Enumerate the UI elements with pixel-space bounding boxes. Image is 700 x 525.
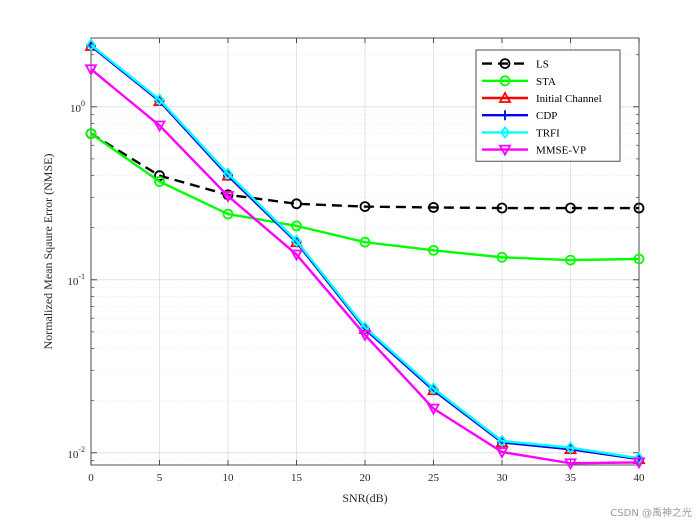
y-axis-label: Normalized Mean Sqaure Error (NMSE): [41, 154, 55, 350]
legend-entry: LS: [482, 58, 549, 71]
x-tick-label: 5: [157, 472, 163, 484]
data-point: [496, 434, 508, 448]
series-layer: [84, 38, 646, 471]
data-point: [289, 249, 304, 262]
watermark-text: CSDN @禹神之光: [610, 508, 692, 519]
data-point: [152, 120, 167, 133]
legend-marker: [498, 91, 512, 103]
data-point: [291, 220, 302, 232]
data-point: [565, 202, 576, 214]
series-line: [90, 132, 640, 262]
legend-label: MMSE-VP: [536, 145, 586, 157]
x-tick-label: 40: [634, 472, 646, 484]
legend: LS STA Initial Channel CDP TRFI MMSE-VP: [475, 49, 621, 162]
series-trfi: [85, 38, 645, 465]
data-point: [565, 254, 576, 266]
legend-marker: [499, 125, 511, 139]
x-tick-label: 25: [428, 472, 440, 484]
data-point: [221, 191, 235, 203]
legend-marker: [500, 110, 510, 121]
axis-ticks: 0 5 10 15 20 25 30 35 40 10-2 10-1 100: [67, 38, 645, 484]
legend-label: TRFI: [536, 127, 560, 139]
data-point: [496, 251, 508, 263]
data-point: [496, 202, 508, 214]
x-tick-label: 30: [497, 472, 509, 484]
legend-marker: [498, 144, 512, 157]
legend-entry: MMSE-VP: [482, 145, 586, 157]
data-point: [358, 330, 372, 342]
data-point: [428, 202, 439, 213]
data-point: [563, 458, 578, 471]
y-tick-label: 10-2: [67, 445, 85, 461]
y-tick-label: 10-1: [67, 272, 85, 288]
data-point: [291, 198, 302, 210]
y-tick-label: 100: [70, 99, 85, 115]
x-tick-label: 15: [291, 472, 303, 484]
x-tick-label: 20: [360, 472, 372, 484]
data-point: [154, 93, 165, 107]
legend-label: CDP: [536, 110, 557, 122]
series-line: [90, 132, 639, 210]
data-point: [426, 403, 441, 416]
data-point: [359, 321, 371, 334]
series-mmse-vp: [84, 64, 646, 471]
data-point: [632, 457, 646, 470]
data-point: [154, 176, 165, 187]
data-point: [222, 208, 234, 220]
x-tick-label: 35: [565, 472, 577, 484]
data-point: [565, 441, 576, 455]
data-point: [84, 64, 98, 77]
data-point: [222, 167, 234, 181]
series-line: [90, 68, 640, 465]
legend-marker: [499, 58, 511, 69]
legend-label: LS: [536, 59, 549, 71]
legend-label: STA: [536, 76, 556, 88]
legend-entry: TRFI: [482, 125, 560, 139]
legend-marker: [499, 75, 511, 87]
data-point: [633, 202, 645, 214]
series-line: [90, 43, 640, 460]
legend-entry: CDP: [482, 110, 557, 122]
data-point: [85, 128, 97, 140]
data-point: [428, 244, 439, 256]
x-axis-label: SNR(dB): [342, 491, 387, 505]
data-point: [495, 447, 509, 459]
series-sta: [85, 128, 645, 266]
legend-entry: Initial Channel: [482, 91, 602, 105]
legend-label: Initial Channel: [536, 93, 602, 105]
data-point: [85, 38, 97, 52]
x-tick-label: 0: [88, 472, 94, 484]
data-point: [428, 382, 439, 396]
data-point: [359, 201, 371, 213]
data-point: [633, 253, 645, 265]
legend-box: [475, 49, 621, 162]
legend-entry: STA: [482, 75, 556, 88]
data-point: [291, 234, 302, 248]
data-point: [359, 236, 371, 248]
x-tick-label: 10: [223, 472, 235, 484]
